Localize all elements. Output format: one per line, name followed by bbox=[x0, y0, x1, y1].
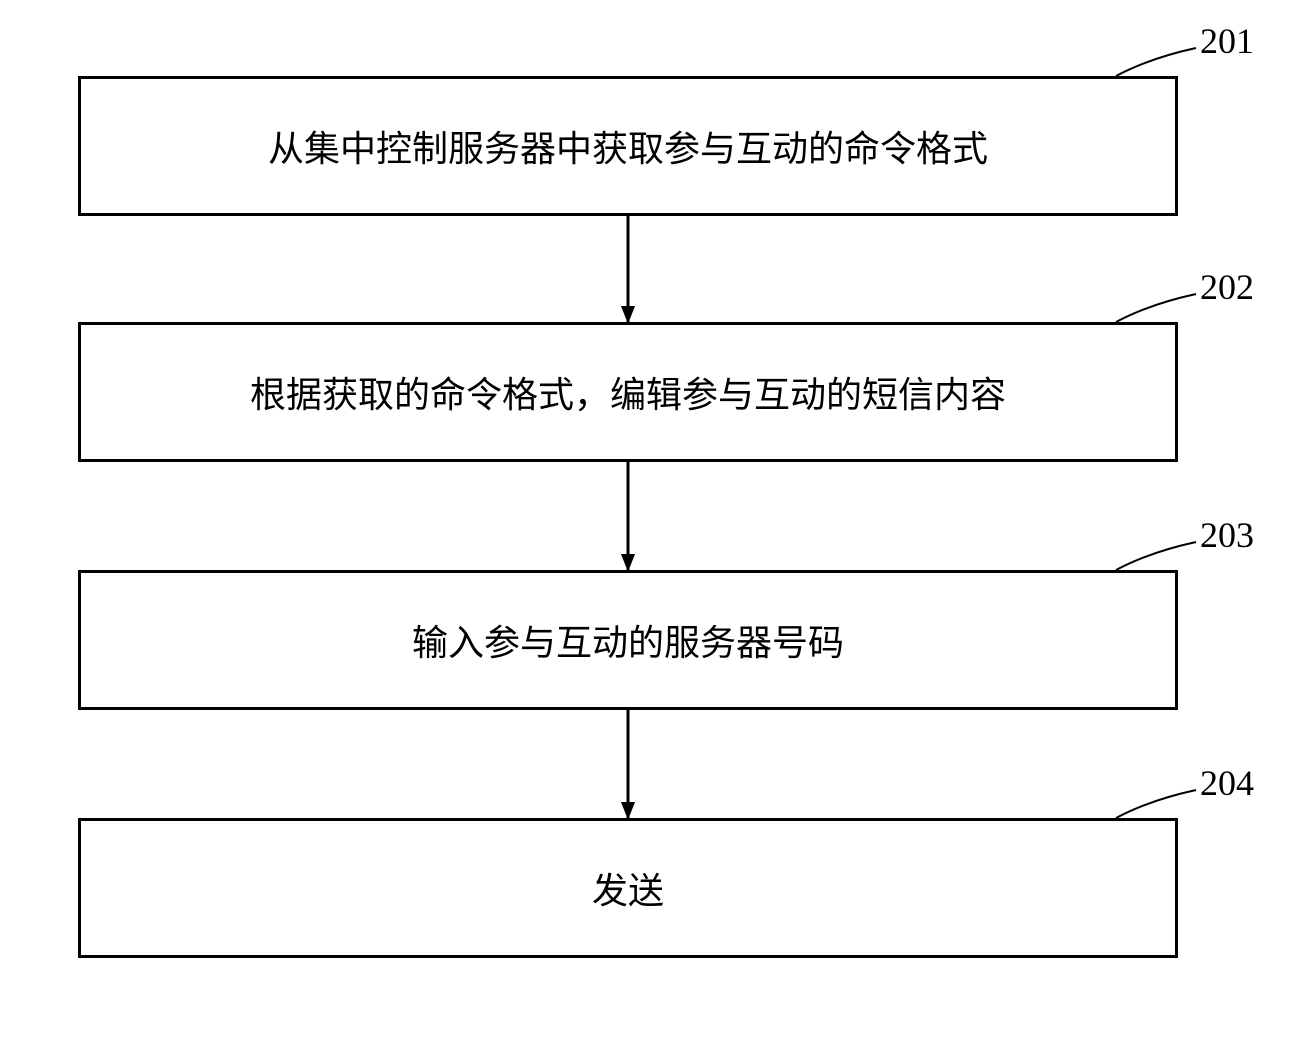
flowchart-node-text: 输入参与互动的服务器号码 bbox=[412, 614, 844, 666]
flowchart-node-n1: 从集中控制服务器中获取参与互动的命令格式 bbox=[78, 76, 1178, 216]
flowchart-node-text: 根据获取的命令格式，编辑参与互动的短信内容 bbox=[250, 366, 1006, 418]
reference-leader bbox=[1116, 294, 1196, 322]
flowchart-node-n4: 发送 bbox=[78, 818, 1178, 958]
reference-leader bbox=[1116, 790, 1196, 818]
flowchart-node-text: 从集中控制服务器中获取参与互动的命令格式 bbox=[268, 120, 988, 172]
reference-label-n1: 201 bbox=[1200, 20, 1254, 62]
reference-leader bbox=[1116, 48, 1196, 76]
flowchart-canvas: 从集中控制服务器中获取参与互动的命令格式根据获取的命令格式，编辑参与互动的短信内… bbox=[0, 0, 1296, 1044]
flowchart-node-n2: 根据获取的命令格式，编辑参与互动的短信内容 bbox=[78, 322, 1178, 462]
flowchart-node-text: 发送 bbox=[592, 862, 664, 914]
flowchart-node-n3: 输入参与互动的服务器号码 bbox=[78, 570, 1178, 710]
reference-label-n3: 203 bbox=[1200, 514, 1254, 556]
reference-leader bbox=[1116, 542, 1196, 570]
reference-label-n4: 204 bbox=[1200, 762, 1254, 804]
reference-label-n2: 202 bbox=[1200, 266, 1254, 308]
